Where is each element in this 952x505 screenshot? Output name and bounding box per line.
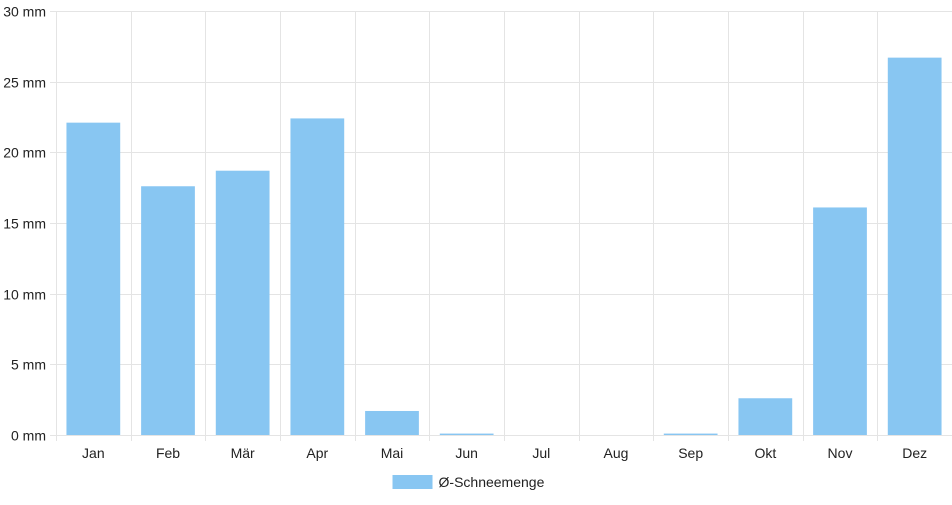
y-tick-label: 10 mm (3, 287, 46, 303)
x-tick-label: Mai (381, 445, 404, 461)
x-tick-label: Aug (604, 445, 629, 461)
x-tick-label: Jan (82, 445, 105, 461)
legend[interactable]: Ø-Schneemenge (392, 474, 545, 490)
x-tick-label: Jun (455, 445, 478, 461)
y-tick-label: 25 mm (3, 75, 46, 91)
x-tick-label: Feb (156, 445, 180, 461)
x-tick-label: Apr (306, 445, 328, 461)
y-tick-label: 30 mm (3, 4, 46, 20)
bar-dez[interactable] (887, 57, 942, 435)
grid-lines (50, 11, 952, 441)
bar-nov[interactable] (813, 207, 867, 435)
x-tick-label: Sep (678, 445, 703, 461)
x-tick-label: Mär (231, 445, 255, 461)
bar-jan[interactable] (66, 122, 121, 436)
y-tick-label: 15 mm (3, 216, 46, 232)
bar-mai[interactable] (365, 410, 419, 435)
y-tick-label: 20 mm (3, 145, 46, 161)
axis-labels: 0 mm 5 mm 10 mm 15 mm 20 mm 25 mm 30 mm Jan Feb M… (3, 4, 927, 462)
x-tick-label: Jul (532, 445, 550, 461)
legend-label: Ø-Schneemenge (439, 474, 545, 490)
bar-jun[interactable] (439, 433, 494, 435)
y-tick-label: 5 mm (11, 357, 46, 373)
bar-apr[interactable] (290, 118, 345, 435)
x-tick-label: Dez (902, 445, 927, 461)
bar-okt[interactable] (738, 398, 793, 435)
bar-mär[interactable] (215, 170, 270, 435)
x-tick-label: Nov (828, 445, 853, 461)
bar-sep[interactable] (663, 433, 718, 435)
y-tick-label: 0 mm (11, 428, 46, 444)
x-tick-label: Okt (754, 445, 776, 461)
bars (66, 57, 942, 436)
bar-feb[interactable] (141, 186, 195, 435)
legend-swatch (392, 475, 433, 489)
